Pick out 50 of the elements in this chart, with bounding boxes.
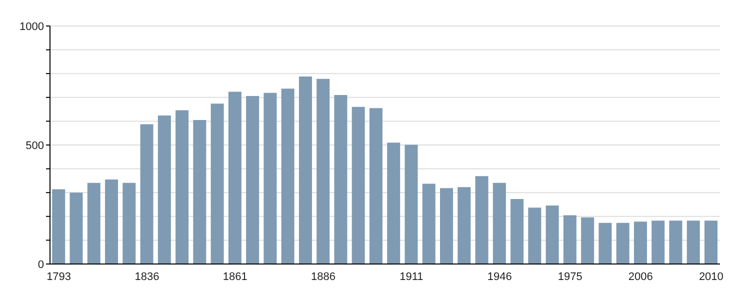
y-tick-label: 1000 <box>20 20 44 33</box>
bar <box>616 222 630 264</box>
bar <box>475 176 488 264</box>
bar <box>404 144 418 264</box>
bar <box>652 220 665 264</box>
bar <box>87 182 100 264</box>
bar <box>246 96 260 264</box>
bar <box>528 208 542 264</box>
bar <box>422 184 436 264</box>
y-tick-label: 0 <box>38 258 44 271</box>
bar <box>581 217 594 264</box>
bar <box>510 199 524 264</box>
y-tick-label: 500 <box>26 140 44 152</box>
bar <box>686 220 700 264</box>
bar <box>70 192 83 264</box>
bar <box>352 106 365 264</box>
bar <box>704 220 718 264</box>
x-tick-label: 1793 <box>46 270 72 283</box>
bar <box>669 220 682 264</box>
bar <box>546 205 559 264</box>
bar <box>210 104 224 264</box>
bar <box>176 110 189 264</box>
bar <box>193 120 206 264</box>
bar <box>598 222 612 264</box>
bar <box>563 215 576 264</box>
x-tick-label: 1946 <box>487 270 512 283</box>
x-tick-label: 2006 <box>628 270 653 283</box>
bar <box>122 182 136 264</box>
bar <box>492 182 506 264</box>
bar <box>105 180 118 264</box>
bar <box>281 88 294 264</box>
bar <box>334 95 348 264</box>
bar <box>458 187 471 264</box>
bar <box>228 92 242 264</box>
bar <box>387 142 400 264</box>
bar <box>369 108 382 264</box>
bar <box>634 222 647 264</box>
bar <box>440 188 454 264</box>
bar <box>52 189 66 264</box>
x-tick-label: 1886 <box>311 270 336 283</box>
bar <box>298 76 312 264</box>
x-tick-label: 1911 <box>400 270 424 283</box>
bar <box>140 124 154 264</box>
x-tick-label: 1861 <box>222 270 248 283</box>
x-tick-label: 1975 <box>558 270 582 283</box>
bar <box>158 115 171 264</box>
bar <box>264 92 277 264</box>
bar <box>316 78 330 264</box>
x-tick-label: 1836 <box>134 270 160 283</box>
x-tick-label: 2010 <box>698 270 724 283</box>
